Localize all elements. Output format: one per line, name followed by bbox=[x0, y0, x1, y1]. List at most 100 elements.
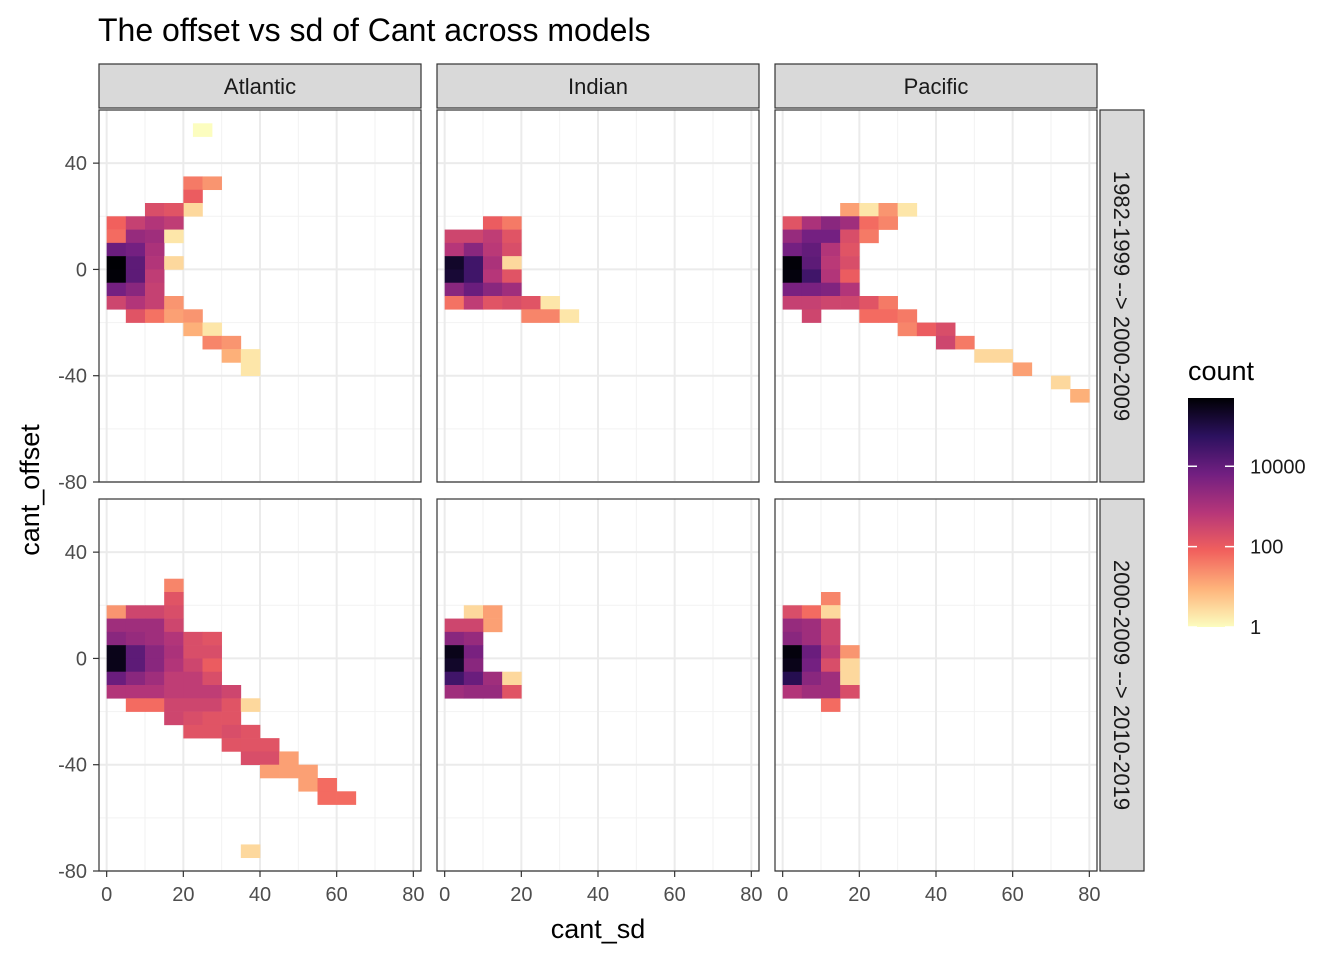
heatmap-tile bbox=[801, 296, 822, 310]
legend-title: count bbox=[1188, 356, 1255, 386]
heatmap-tile bbox=[145, 698, 165, 712]
heatmap-tile bbox=[821, 216, 841, 230]
heatmap-tile bbox=[183, 658, 203, 673]
heatmap-tile bbox=[202, 645, 222, 659]
heatmap-tiles bbox=[782, 203, 1090, 403]
heatmap-tile bbox=[164, 296, 184, 310]
heatmap-tile bbox=[125, 269, 146, 284]
heatmap-tile bbox=[106, 685, 127, 699]
heatmap-tile bbox=[106, 605, 127, 619]
y-tick-label: -40 bbox=[58, 366, 87, 388]
heatmap-tile bbox=[202, 724, 222, 739]
x-tick-label: 20 bbox=[510, 884, 532, 906]
facet-header-pacific bbox=[774, 63, 1098, 109]
heatmap-tile bbox=[125, 605, 146, 619]
heatmap-tile bbox=[125, 698, 146, 712]
heatmap-tile bbox=[821, 605, 841, 619]
heatmap-tile bbox=[240, 724, 261, 739]
heatmap-tile bbox=[801, 242, 822, 257]
heatmap-tile bbox=[221, 685, 242, 699]
x-tick-label: 60 bbox=[1002, 884, 1024, 906]
heatmap-tile bbox=[859, 203, 879, 217]
heatmap-tile bbox=[463, 282, 484, 297]
heatmap-tile bbox=[164, 658, 184, 673]
heatmap-tile bbox=[164, 698, 184, 712]
heatmap-tile bbox=[145, 203, 165, 217]
heatmap-tile bbox=[801, 645, 822, 659]
heatmap-tile bbox=[260, 738, 280, 752]
heatmap-tile bbox=[821, 592, 841, 606]
heatmap-tile bbox=[878, 216, 898, 230]
heatmap-tile bbox=[106, 242, 127, 257]
panel-border bbox=[774, 109, 1098, 483]
heatmap-tile bbox=[145, 309, 165, 323]
heatmap-tile bbox=[801, 216, 822, 230]
heatmap-tile bbox=[106, 645, 127, 659]
heatmap-tiles bbox=[106, 578, 357, 859]
heatmap-tile bbox=[801, 605, 822, 619]
heatmap-tile bbox=[540, 296, 560, 310]
heatmap-tile bbox=[183, 176, 203, 191]
heatmap-tile bbox=[444, 256, 465, 270]
heatmap-tile bbox=[145, 658, 165, 673]
heatmap-tile bbox=[317, 791, 337, 805]
heatmap-tile bbox=[106, 216, 127, 230]
heatmap-tile bbox=[540, 309, 560, 323]
heatmap-tiles bbox=[106, 123, 261, 377]
y-tick-label: 40 bbox=[65, 153, 87, 175]
facet-header-label: Atlantic bbox=[224, 74, 296, 99]
heatmap-tile bbox=[463, 296, 484, 310]
heatmap-tile bbox=[993, 349, 1013, 363]
heatmap-tile bbox=[164, 631, 184, 646]
heatmap-tile bbox=[821, 685, 841, 699]
heatmap-tile bbox=[782, 671, 803, 686]
x-tick-label: 40 bbox=[587, 884, 609, 906]
heatmap-tile bbox=[801, 282, 822, 297]
heatmap-tile bbox=[782, 658, 803, 673]
heatmap-tile bbox=[483, 282, 503, 297]
heatmap-tile bbox=[125, 631, 146, 646]
heatmap-tile bbox=[782, 256, 803, 270]
heatmap-tile bbox=[125, 296, 146, 310]
heatmap-tile bbox=[202, 711, 222, 726]
heatmap-tile bbox=[502, 282, 522, 297]
heatmap-tile bbox=[164, 592, 184, 606]
heatmap-tile bbox=[106, 631, 127, 646]
heatmap-tile bbox=[782, 242, 803, 257]
heatmap-tile bbox=[821, 658, 841, 673]
heatmap-tile bbox=[221, 738, 242, 752]
heatmap-tile bbox=[840, 269, 860, 284]
heatmap-tile bbox=[878, 203, 898, 217]
heatmap-tile bbox=[502, 256, 522, 270]
heatmap-tile bbox=[463, 242, 484, 257]
heatmap-tile bbox=[260, 751, 280, 766]
heatmap-tile bbox=[463, 645, 484, 659]
heatmap-tile bbox=[444, 631, 465, 646]
heatmap-tile bbox=[502, 229, 522, 244]
x-tick-label: 20 bbox=[172, 884, 194, 906]
heatmap-tile bbox=[782, 296, 803, 310]
facet-row-label: 2000-2009 --> 2010-2019 bbox=[1109, 560, 1134, 810]
x-tick-label: 80 bbox=[402, 884, 424, 906]
heatmap-tile bbox=[240, 751, 261, 766]
heatmap-tile bbox=[821, 242, 841, 257]
heatmap-tile bbox=[240, 349, 261, 363]
heatmap-tile bbox=[483, 216, 503, 230]
heatmap-tile bbox=[145, 256, 165, 270]
heatmap-tile bbox=[125, 229, 146, 244]
heatmap-tile bbox=[483, 242, 503, 257]
y-tick-label: -80 bbox=[58, 861, 87, 883]
heatmap-tile bbox=[821, 229, 841, 244]
heatmap-tile bbox=[183, 698, 203, 712]
heatmap-tile bbox=[202, 671, 222, 686]
heatmap-tile bbox=[260, 764, 280, 779]
heatmap-tile bbox=[106, 229, 127, 244]
heatmap-tile bbox=[840, 282, 860, 297]
heatmap-tile bbox=[1070, 389, 1090, 403]
heatmap-tile bbox=[936, 335, 956, 350]
x-tick-label: 40 bbox=[249, 884, 271, 906]
heatmap-tile bbox=[859, 229, 879, 244]
heatmap-tile bbox=[782, 631, 803, 646]
heatmap-tile bbox=[463, 618, 484, 633]
